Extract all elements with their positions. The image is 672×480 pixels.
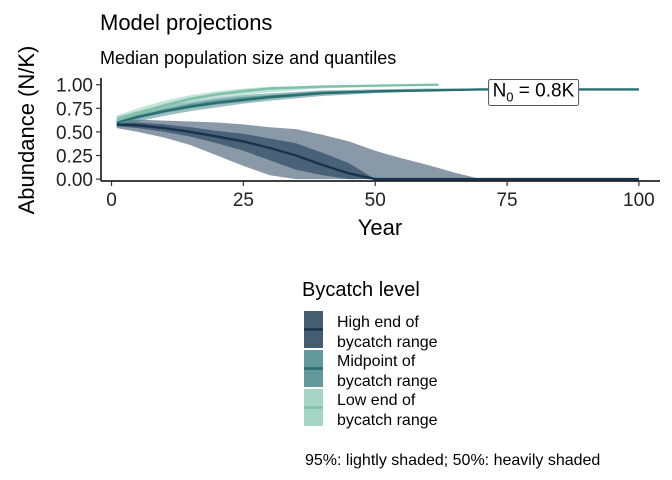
legend-item-high-end-of-bycatch-range: High end of bycatch range (304, 311, 438, 351)
legend-item-midpoint-of-bycatch-range: Midpoint of bycatch range (304, 350, 438, 390)
annotation-box (488, 78, 580, 106)
chart-subtitle: Median population size and quantiles (100, 48, 396, 68)
annotation-sub: 0 (506, 89, 513, 104)
annotation-text: N0 = 0.8K (493, 80, 575, 104)
axes: 0 25 50 75 100 0.000.25 0.50 0.751.00 (56, 76, 660, 211)
band95-high-end-of-bycatch-range (116, 119, 639, 180)
x-tick-label: 75 (496, 190, 517, 211)
annotation-rest: = 0.8K (514, 80, 575, 101)
chart-caption: 95%: lightly shaded; 50%: heavily shaded (305, 452, 600, 469)
band50-high-end-of-bycatch-range (116, 122, 639, 180)
x-ticks: 0 25 50 75 100 (106, 181, 655, 211)
x-tick-label: 50 (365, 190, 386, 211)
legend-items: High end of bycatch range Midpoint of bycat… (304, 311, 438, 429)
band50-midpoint-of-bycatch-range (116, 89, 639, 125)
confidence-bands (116, 84, 639, 180)
legend-title: Bycatch level (302, 279, 420, 301)
legend-item-low-end-of-bycatch-range: Low end of bycatch range (304, 389, 438, 429)
legend-label: High end of (337, 314, 419, 331)
y-ticks: 0.000.25 0.50 0.751.00 (56, 76, 101, 191)
legend-label: bycatch range (337, 334, 438, 351)
x-tick-label: 100 (623, 190, 655, 211)
chart-title: Model projections (100, 10, 272, 35)
legend-label: Midpoint of (337, 353, 416, 370)
y-tick-label: 0.25 (56, 147, 93, 168)
y-tick-label: 0.50 (56, 123, 93, 144)
band95-low-end-of-bycatch-range (116, 84, 439, 126)
legend-label: Low end of (337, 392, 416, 409)
legend-label: bycatch range (337, 373, 438, 390)
plot-area (116, 83, 639, 181)
y-tick-label: 1.00 (56, 76, 93, 97)
y-tick-label: 0.75 (56, 99, 93, 120)
x-axis-title: Year (358, 215, 402, 240)
y-axis-title: Abundance (N/K) (14, 46, 39, 215)
y-tick-label: 0.00 (56, 170, 93, 191)
x-tick-label: 25 (233, 190, 254, 211)
annotation-base: N (493, 80, 507, 101)
n0-annotation: N0 = 0.8K (488, 78, 580, 106)
line-high-end-of-bycatch-range (116, 123, 639, 181)
line-low-end-of-bycatch-range (116, 83, 439, 122)
legend-label: bycatch range (337, 412, 438, 429)
x-tick-label: 0 (106, 190, 117, 211)
